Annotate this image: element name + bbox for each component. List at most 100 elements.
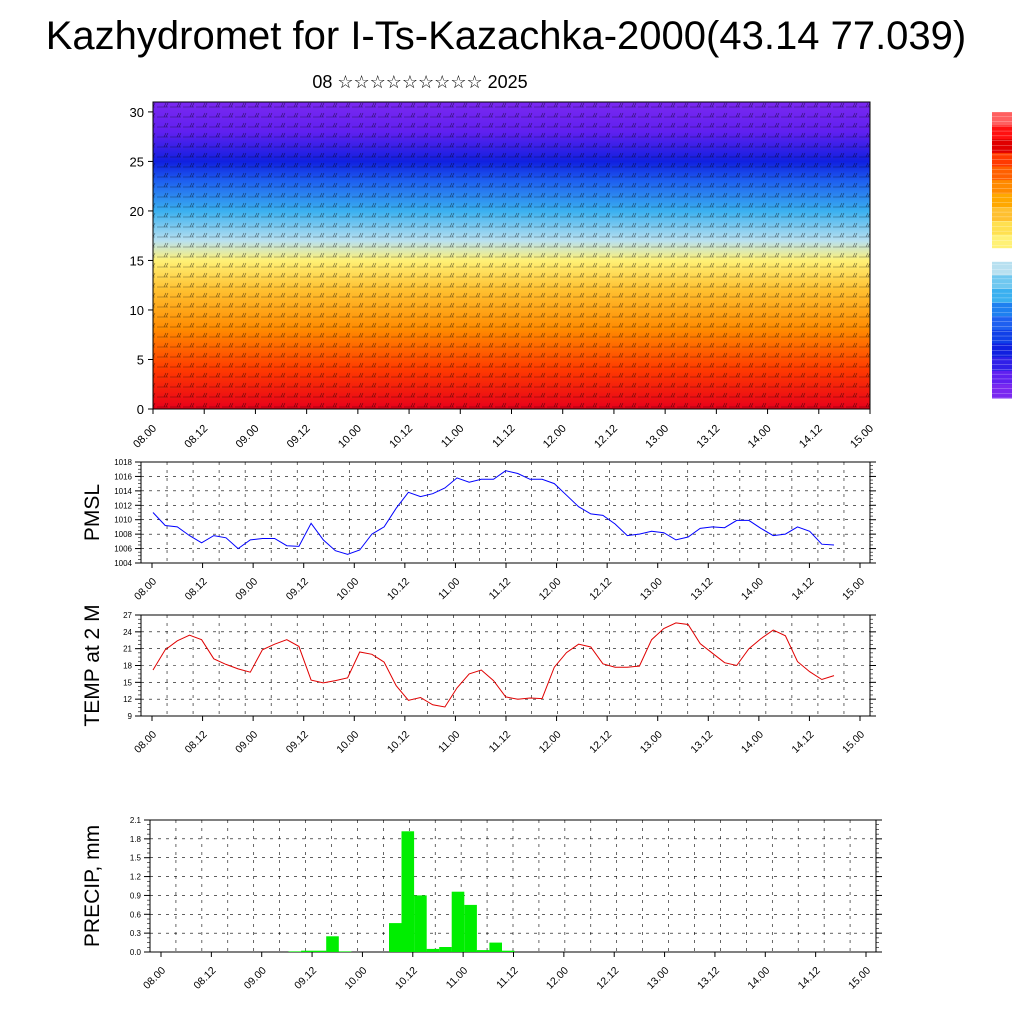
y-tick-label: 1018 xyxy=(114,458,132,467)
x-tick-label: 09.12 xyxy=(284,729,311,756)
x-tick-label: 12.00 xyxy=(544,965,571,992)
precip-bar xyxy=(288,951,302,952)
y-tick-label: 1004 xyxy=(114,559,132,568)
x-tick-label: 14.00 xyxy=(739,729,766,756)
precip-bar xyxy=(426,948,440,952)
y-tick-label: 1008 xyxy=(114,530,132,539)
x-tick-label: 11.00 xyxy=(439,423,466,450)
x-tick-label: 12.00 xyxy=(537,729,564,756)
x-tick-label: 10.12 xyxy=(387,423,415,451)
y-tick-label: 9 xyxy=(128,712,133,721)
y-tick-label: 1.5 xyxy=(130,854,142,863)
y-tick-label: 2.1 xyxy=(130,816,142,825)
x-tick-label: 09.00 xyxy=(242,965,269,992)
colorbar-swatch xyxy=(992,384,1012,399)
precip-bar xyxy=(501,950,515,952)
precip-bar xyxy=(414,895,427,952)
y-tick-label: 0.9 xyxy=(130,891,142,900)
x-tick-label: 13.12 xyxy=(688,729,715,756)
y-tick-label: 15 xyxy=(130,253,144,268)
y-tick-label: 1.8 xyxy=(130,835,142,844)
x-tick-label: 08.00 xyxy=(132,729,159,756)
x-tick-label: 08.00 xyxy=(132,576,159,603)
y-tick-label: 1012 xyxy=(114,501,132,510)
page-subtitle: 08 ☆☆☆☆☆☆☆☆☆ 2025 xyxy=(312,72,528,92)
x-tick-label: 09.12 xyxy=(292,965,319,992)
colorbar-swatch xyxy=(992,234,1012,249)
x-tick-label: 08.12 xyxy=(183,729,210,756)
colorbar-swatch xyxy=(992,248,1012,263)
y-tick-label: 21 xyxy=(123,645,132,654)
precip-bar xyxy=(313,950,327,952)
x-tick-label: 11.12 xyxy=(487,729,514,756)
colorbar-swatch xyxy=(992,166,1012,181)
colorbar-swatch xyxy=(992,139,1012,154)
x-tick-label: 10.00 xyxy=(336,423,364,451)
pmsl-panel: 1004 1006 1008 1010 1012 1014 1016 1018 08.00 08.… xyxy=(81,458,876,603)
colorbar-swatch xyxy=(992,125,1012,140)
y-tick-label: 1.2 xyxy=(130,873,142,882)
x-tick-label: 09.00 xyxy=(233,729,260,756)
precip-bar xyxy=(439,947,452,952)
y-tick-label: 10 xyxy=(130,303,144,318)
series-line xyxy=(152,622,835,708)
x-tick-label: 11.12 xyxy=(490,423,517,450)
precip-bar xyxy=(338,951,352,952)
x-tick-label: 10.00 xyxy=(334,729,361,756)
y-tick-label: 0 xyxy=(137,402,144,417)
x-tick-label: 14.12 xyxy=(789,729,816,756)
x-tick-label: 08.00 xyxy=(131,423,159,451)
x-tick-label: 13.00 xyxy=(638,576,665,603)
precip-bar xyxy=(476,950,490,952)
x-tick-label: 14.12 xyxy=(796,965,823,992)
x-tick-label: 10.12 xyxy=(385,576,412,603)
x-tick-label: 15.00 xyxy=(840,576,867,603)
colorbar-swatch xyxy=(992,207,1012,222)
colorbar-swatch xyxy=(992,357,1012,372)
colorbar-swatch xyxy=(992,370,1012,385)
y-tick-label: 12 xyxy=(123,695,132,704)
colorbar-swatch xyxy=(992,193,1012,208)
x-tick-label: 13.00 xyxy=(643,423,671,451)
y-axis-title: PMSL xyxy=(81,484,104,541)
precip-bar xyxy=(326,936,339,952)
x-tick-label: 09.00 xyxy=(233,576,260,603)
x-tick-label: 13.12 xyxy=(688,576,715,603)
x-tick-label: 13.12 xyxy=(695,965,722,992)
wind-barbs xyxy=(153,102,870,409)
x-tick-label: 14.12 xyxy=(797,423,825,451)
x-tick-label: 15.00 xyxy=(840,729,867,756)
colorbar-swatch xyxy=(992,316,1012,331)
x-tick-label: 12.00 xyxy=(541,423,569,451)
x-tick-label: 13.00 xyxy=(645,965,672,992)
colorbar-swatch xyxy=(992,329,1012,345)
x-tick-label: 09.12 xyxy=(285,423,313,451)
x-tick-label: 12.12 xyxy=(587,729,614,756)
y-tick-label: 1014 xyxy=(114,487,132,496)
y-tick-label: 27 xyxy=(123,611,132,620)
y-tick-label: 15 xyxy=(123,678,132,687)
x-tick-label: 14.00 xyxy=(745,965,772,992)
x-tick-label: 11.00 xyxy=(444,965,471,992)
x-tick-label: 12.12 xyxy=(592,423,620,451)
cross-section-panel: 0 5 10 15 20 25 30 08.00 08.12 09.00 09.12 10.00 10.… xyxy=(130,101,876,451)
y-tick-label: 20 xyxy=(130,204,144,219)
x-tick-label: 13.12 xyxy=(695,423,723,451)
page-title: Kazhydromet for I-Ts-Kazachka-2000(43.14… xyxy=(45,14,967,58)
colorbar-swatch xyxy=(992,302,1012,317)
colorbar-swatch xyxy=(992,289,1012,304)
y-tick-label: 18 xyxy=(123,662,132,671)
y-tick-label: 0.0 xyxy=(130,948,142,957)
x-tick-label: 10.12 xyxy=(393,965,420,992)
colorbar-swatch xyxy=(992,112,1012,127)
colorbar-swatch xyxy=(992,261,1012,276)
x-tick-label: 15.00 xyxy=(846,965,873,992)
y-axis-title: PRECIP, mm xyxy=(81,825,104,947)
x-tick-label: 14.00 xyxy=(739,576,766,603)
x-tick-label: 15.00 xyxy=(848,423,876,451)
precipitation-panel: 0.0 0.3 0.6 0.9 1.2 1.5 1.8 2.1 08.00 08.12 09.00 0… xyxy=(81,816,882,992)
x-tick-label: 08.00 xyxy=(141,965,168,992)
y-tick-label: 0.3 xyxy=(130,929,142,938)
precip-bar xyxy=(301,950,314,952)
x-tick-label: 12.12 xyxy=(587,576,614,603)
